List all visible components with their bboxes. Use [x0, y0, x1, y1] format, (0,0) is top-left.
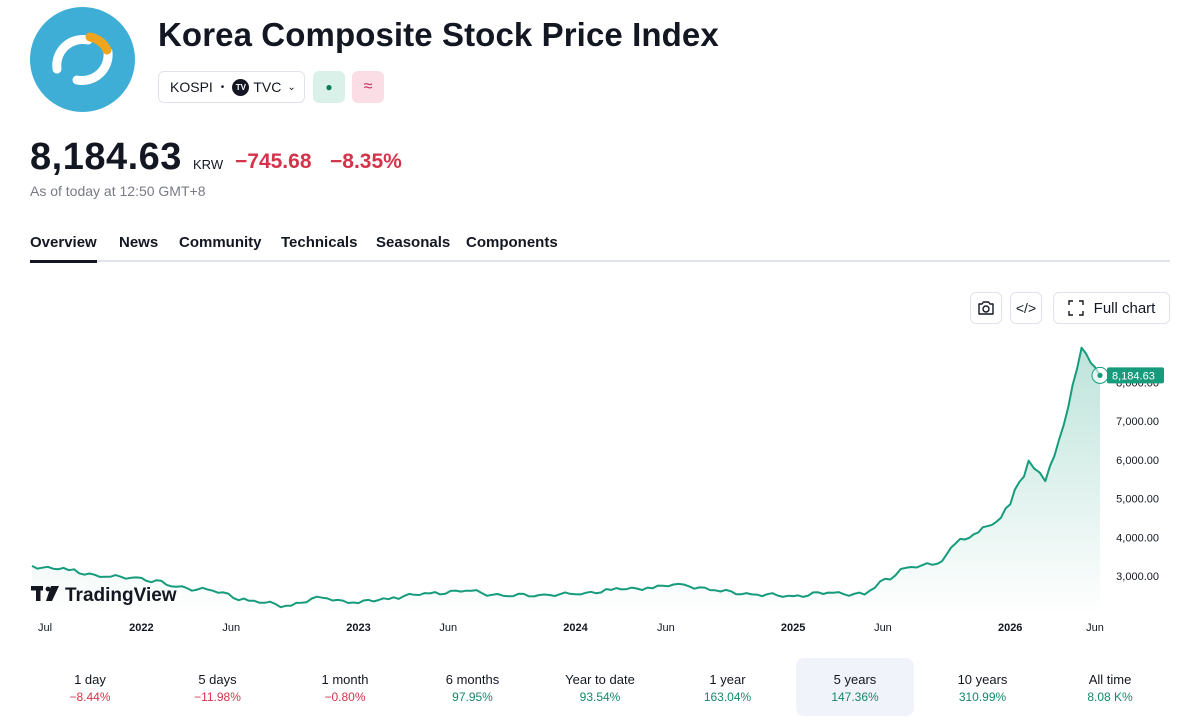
- tradingview-watermark-text: TradingView: [65, 585, 177, 606]
- tab-components[interactable]: Components: [466, 234, 558, 251]
- separator-dot-icon: •: [220, 81, 225, 93]
- x-tick-label: Jun: [657, 622, 675, 634]
- tab-community[interactable]: Community: [179, 234, 262, 251]
- tab-bar: Overview News Community Technicals Seaso…: [30, 234, 1170, 263]
- x-tick-label: Jun: [222, 622, 240, 634]
- price-area-fill: [32, 347, 1100, 615]
- period-change-value: −0.80%: [324, 690, 366, 704]
- period-option[interactable]: 10 years 310.99%: [924, 658, 1042, 716]
- y-tick-label: 3,000.00: [1116, 571, 1159, 583]
- last-price-tag-label: 8,184.63: [1112, 370, 1155, 382]
- price-change-percent: −8.35%: [330, 150, 402, 173]
- tab-overview[interactable]: Overview: [30, 234, 97, 263]
- code-icon: </>: [1015, 300, 1037, 316]
- period-selector: 1 day −8.44% 5 days −11.98% 1 month −0.80% 6 m…: [30, 658, 1170, 716]
- snapshot-button[interactable]: [970, 292, 1002, 324]
- y-tick-label: 5,000.00: [1116, 494, 1159, 506]
- kospi-logo: [30, 7, 135, 112]
- page-title: Korea Composite Stock Price Index: [158, 16, 719, 53]
- x-tick-label: Jun: [439, 622, 457, 634]
- tv-badge-icon: TV: [232, 78, 250, 96]
- x-tick-label: 2026: [998, 622, 1022, 634]
- currency-label: KRW: [193, 157, 224, 172]
- period-label: 1 day: [74, 672, 106, 687]
- period-label: 5 days: [198, 672, 237, 687]
- exchange-selector[interactable]: KOSPI • TV TVC ⌄: [158, 71, 305, 103]
- period-change-value: 97.95%: [452, 690, 493, 704]
- period-label: Year to date: [565, 672, 635, 687]
- period-option[interactable]: 6 months 97.95%: [414, 658, 532, 716]
- y-tick-label: 7,000.00: [1116, 416, 1159, 428]
- tradingview-logo-icon: [31, 586, 59, 601]
- period-change-value: −8.44%: [69, 690, 111, 704]
- full-chart-label: Full chart: [1093, 299, 1156, 317]
- x-tick-label: 2022: [129, 622, 153, 634]
- period-option[interactable]: Year to date 93.54%: [541, 658, 659, 716]
- x-tick-label: Jun: [874, 622, 892, 634]
- symbol-label: KOSPI: [170, 79, 213, 95]
- period-option[interactable]: 1 day −8.44%: [31, 658, 149, 716]
- fullscreen-icon: [1067, 300, 1084, 316]
- tab-technicals[interactable]: Technicals: [281, 234, 358, 251]
- period-option[interactable]: 1 year 163.04%: [669, 658, 787, 716]
- exchange-label: TVC: [253, 79, 282, 95]
- period-label: 1 year: [709, 672, 746, 687]
- camera-icon: [978, 301, 994, 315]
- period-option[interactable]: All time 8.08 K%: [1051, 658, 1169, 716]
- period-change-value: −11.98%: [194, 690, 241, 704]
- kospi-logo-icon: [52, 32, 113, 85]
- period-option[interactable]: 5 days −11.98%: [159, 658, 277, 716]
- x-axis: Jul 2022 Jun 2023 Jun 2024 Jun 2025 Jun 2026 Jun: [38, 622, 1104, 634]
- last-price-tag: 8,184.63: [1107, 367, 1164, 384]
- tab-seasonals[interactable]: Seasonals: [376, 234, 451, 251]
- market-open-dot-icon: ●: [325, 80, 333, 94]
- approx-wave-icon: ≈: [363, 78, 373, 95]
- period-change-value: 310.99%: [958, 690, 1007, 704]
- y-tick-label: 4,000.00: [1116, 532, 1159, 544]
- price-line-series: [31, 346, 1101, 609]
- full-chart-button[interactable]: Full chart: [1053, 292, 1170, 324]
- period-change-value: 147.36%: [831, 690, 879, 704]
- embed-button[interactable]: </>: [1010, 292, 1042, 324]
- y-axis: 3,000.00 4,000.00 5,000.00 6,000.00 7,000.00…: [1116, 378, 1159, 584]
- x-tick-label: Jul: [38, 622, 52, 634]
- period-label: 10 years: [957, 672, 1008, 687]
- approx-button[interactable]: ≈: [352, 71, 384, 103]
- x-tick-label: Jun: [1086, 622, 1104, 634]
- x-tick-label: 2024: [563, 622, 588, 634]
- quote-timestamp: As of today at 12:50 GMT+8: [30, 183, 206, 199]
- price-chart[interactable]: 3,000.00 4,000.00 5,000.00 6,000.00 7,000.00…: [0, 330, 1200, 640]
- period-change-value: 93.54%: [579, 690, 621, 704]
- last-price-marker: [1091, 366, 1109, 384]
- period-label: All time: [1088, 672, 1132, 687]
- x-tick-label: 2025: [781, 622, 805, 634]
- market-status-button[interactable]: ●: [313, 71, 345, 103]
- tab-news[interactable]: News: [119, 234, 159, 251]
- period-change-value: 8.08 K%: [1087, 690, 1133, 704]
- period-option[interactable]: 1 month −0.80%: [286, 658, 404, 716]
- period-option[interactable]: 5 years 147.36%: [796, 658, 914, 716]
- tradingview-watermark: TradingView: [31, 585, 177, 606]
- price-change: −745.68: [235, 150, 312, 173]
- y-tick-label: 6,000.00: [1116, 455, 1159, 467]
- period-change-value: 163.04%: [703, 690, 752, 704]
- x-tick-label: 2023: [346, 622, 370, 634]
- period-label: 5 years: [833, 672, 877, 687]
- last-price: 8,184.63: [30, 136, 182, 178]
- period-label: 6 months: [445, 672, 500, 687]
- chevron-down-icon: ⌄: [287, 81, 296, 93]
- period-label: 1 month: [321, 672, 369, 687]
